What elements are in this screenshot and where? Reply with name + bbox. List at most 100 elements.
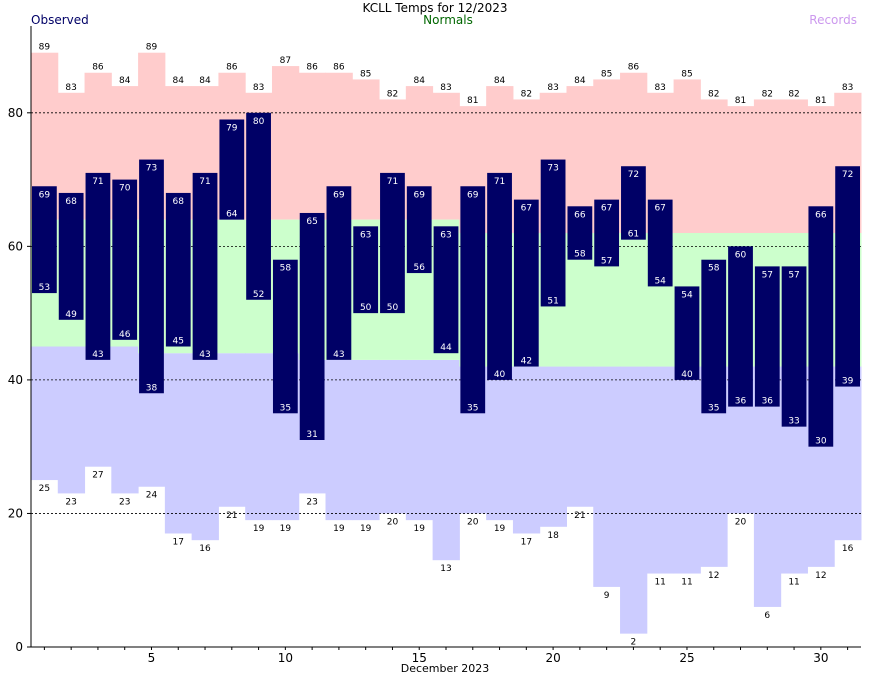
observed-bar [701, 259, 727, 414]
chart-title: KCLL Temps for 12/2023 [363, 1, 508, 15]
observed-bar [326, 186, 352, 360]
record-high-label: 83 [654, 83, 665, 93]
observed-low-label: 50 [360, 303, 372, 313]
record-low-label: 20 [735, 517, 747, 527]
record-high-band [432, 92, 460, 220]
observed-low-label: 39 [842, 377, 854, 387]
record-low-label: 6 [764, 611, 770, 621]
observed-bar [754, 266, 780, 407]
observed-high-label: 66 [815, 210, 827, 220]
observed-high-label: 73 [146, 164, 157, 174]
observed-high-label: 71 [92, 177, 103, 187]
observed-low-label: 45 [173, 337, 184, 347]
observed-low-label: 35 [280, 403, 291, 413]
observed-high-label: 69 [333, 190, 345, 200]
record-low-band [84, 346, 112, 467]
record-high-band [298, 72, 327, 220]
observed-low-label: 40 [494, 370, 506, 380]
record-high-label: 87 [280, 56, 291, 66]
record-high-label: 85 [360, 69, 371, 79]
observed-bar [728, 246, 753, 407]
observed-bar [353, 226, 379, 314]
observed-high-label: 67 [654, 204, 665, 214]
observed-bar [406, 186, 432, 274]
record-low-band [753, 366, 782, 607]
observed-low-label: 43 [333, 350, 344, 360]
observed-low-label: 43 [92, 350, 103, 360]
observed-high-label: 60 [735, 250, 747, 260]
record-low-band [111, 346, 139, 494]
record-low-label: 19 [333, 524, 345, 534]
record-high-label: 84 [413, 76, 425, 86]
observed-high-label: 72 [628, 170, 639, 180]
record-high-label: 83 [440, 83, 451, 93]
y-tick-label: 40 [8, 373, 23, 387]
record-high-label: 86 [226, 63, 238, 73]
record-high-band [271, 66, 300, 220]
record-low-label: 18 [547, 531, 559, 541]
legend-records: Records [809, 13, 857, 27]
observed-high-label: 63 [440, 230, 451, 240]
record-low-label: 17 [521, 537, 532, 547]
record-low-label: 2 [631, 638, 637, 648]
record-high-label: 84 [494, 76, 506, 86]
observed-high-label: 73 [547, 164, 558, 174]
observed-high-label: 72 [842, 170, 853, 180]
observed-low-label: 50 [387, 303, 399, 313]
record-high-label: 81 [735, 96, 746, 106]
record-low-label: 19 [413, 524, 425, 534]
legend-observed: Observed [31, 13, 89, 27]
observed-bar [299, 212, 325, 440]
record-high-label: 83 [65, 83, 76, 93]
record-low-band [218, 353, 246, 507]
record-low-band [566, 366, 594, 507]
record-low-label: 16 [199, 544, 211, 554]
record-low-label: 12 [708, 571, 719, 581]
observed-bar [192, 172, 218, 360]
record-low-label: 23 [306, 497, 317, 507]
y-tick-label: 60 [8, 239, 23, 253]
observed-high-label: 63 [360, 230, 371, 240]
observed-low-label: 52 [253, 290, 264, 300]
observed-low-label: 44 [440, 343, 452, 353]
record-high-label: 83 [547, 83, 558, 93]
observed-bar [781, 266, 807, 427]
x-tick-label: 20 [545, 651, 560, 665]
record-high-band [780, 99, 808, 233]
observed-low-label: 31 [306, 430, 317, 440]
record-low-band [191, 353, 219, 541]
observed-high-label: 71 [494, 177, 505, 187]
record-high-band [753, 99, 782, 233]
observed-high-label: 66 [574, 210, 586, 220]
record-low-label: 23 [119, 497, 130, 507]
record-high-label: 83 [842, 83, 853, 93]
record-low-band [646, 366, 675, 574]
record-low-label: 9 [604, 591, 610, 601]
record-low-band [486, 366, 514, 521]
record-low-label: 19 [253, 524, 265, 534]
record-high-band [727, 106, 755, 233]
record-high-band [352, 79, 380, 220]
record-low-band [405, 359, 434, 521]
record-low-label: 19 [494, 524, 506, 534]
observed-low-label: 57 [601, 256, 612, 266]
x-tick-label: 15 [412, 651, 427, 665]
observed-high-label: 58 [280, 264, 292, 274]
record-low-band [379, 359, 407, 514]
observed-bar [835, 166, 860, 387]
x-tick-label: 25 [679, 651, 694, 665]
record-high-label: 81 [467, 96, 478, 106]
record-low-label: 19 [280, 524, 292, 534]
observed-high-label: 58 [708, 264, 720, 274]
record-low-label: 24 [146, 491, 158, 501]
x-tick-label: 30 [813, 651, 828, 665]
observed-low-label: 64 [226, 210, 238, 220]
observed-high-label: 54 [681, 290, 693, 300]
x-tick-label: 10 [278, 651, 293, 665]
observed-high-label: 69 [39, 190, 51, 200]
record-high-label: 84 [199, 76, 211, 86]
record-low-label: 25 [39, 484, 50, 494]
record-low-band [673, 366, 701, 574]
observed-low-label: 46 [119, 330, 131, 340]
